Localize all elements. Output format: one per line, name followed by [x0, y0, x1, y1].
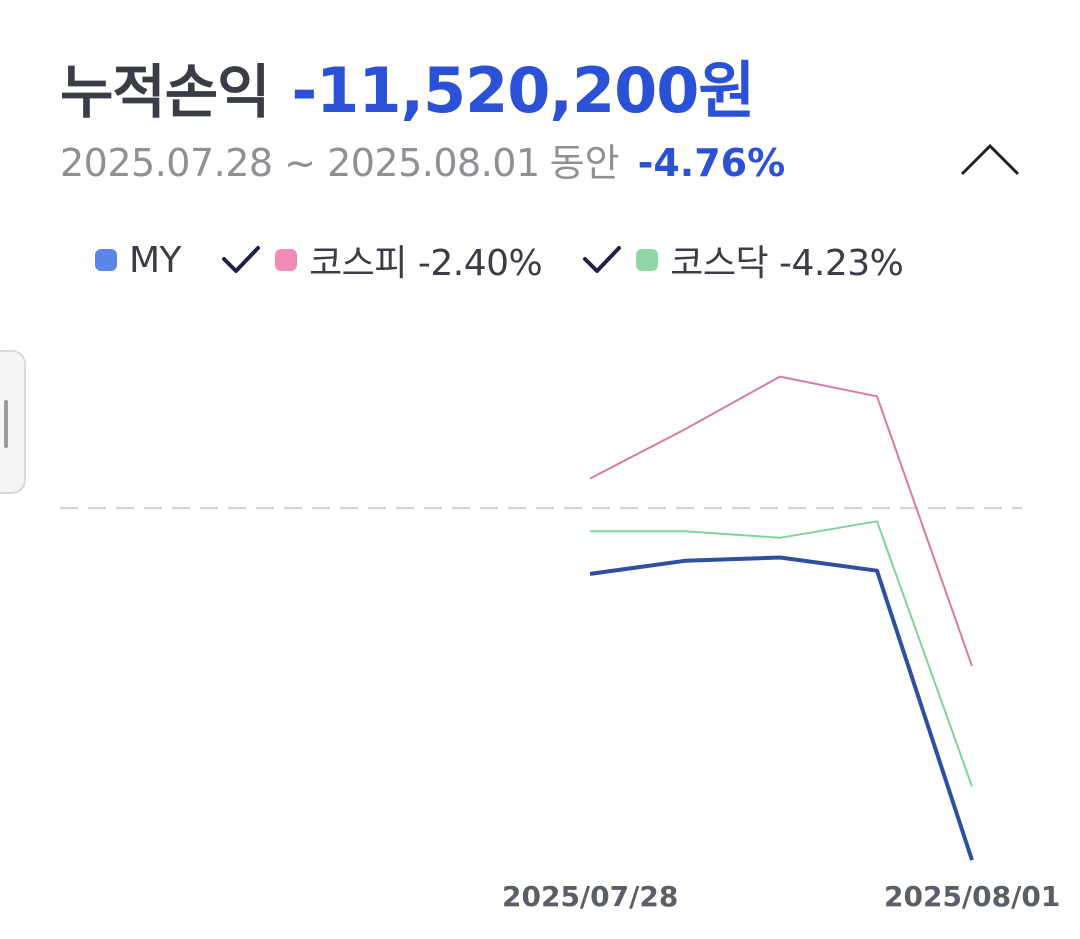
series-line-my — [589, 555, 974, 861]
legend-label-kospi: 코스피 -2.40% — [309, 243, 543, 284]
series-line-kospi — [589, 375, 973, 667]
period-range: 2025.07.28 ~ 2025.08.01 — [60, 141, 540, 185]
chart-legend: MY 코스피 -2.40% 코스닥 -4.23% — [95, 232, 904, 288]
chevron-up-icon — [960, 143, 1020, 176]
period-return-rate: -4.76% — [637, 141, 786, 185]
performance-chart — [60, 375, 1022, 861]
period-suffix: 동안 — [549, 141, 620, 185]
side-handle-grip — [4, 400, 8, 448]
cumulative-pnl-header: 누적손익 -11,520,200원 — [60, 40, 755, 127]
check-icon — [583, 246, 622, 273]
legend-dot-kospi — [275, 249, 298, 271]
kosdaq-toggle[interactable] — [582, 245, 622, 275]
period-summary: 2025.07.28 ~ 2025.08.01 동안 -4.76% — [60, 132, 786, 185]
kospi-toggle[interactable] — [221, 245, 261, 275]
legend-item-my: MY — [95, 239, 182, 281]
legend-item-kosdaq: 코스닥 -4.23% — [636, 234, 904, 286]
legend-dot-kosdaq — [636, 249, 659, 271]
check-icon — [222, 246, 261, 273]
pnl-value: -11,520,200원 — [291, 54, 755, 127]
legend-label-kosdaq: 코스닥 -4.23% — [670, 243, 904, 284]
x-tick-label-start: 2025/07/28 — [502, 880, 679, 913]
legend-label-my: MY — [129, 239, 182, 281]
side-panel-handle[interactable] — [0, 350, 26, 494]
collapse-button[interactable] — [955, 130, 1025, 190]
series-line-kosdaq — [590, 520, 973, 787]
legend-dot-my — [95, 249, 117, 271]
x-tick-label-end: 2025/08/01 — [884, 880, 1061, 913]
pnl-title: 누적손익 — [60, 58, 270, 126]
legend-item-kospi: 코스피 -2.40% — [275, 234, 543, 286]
